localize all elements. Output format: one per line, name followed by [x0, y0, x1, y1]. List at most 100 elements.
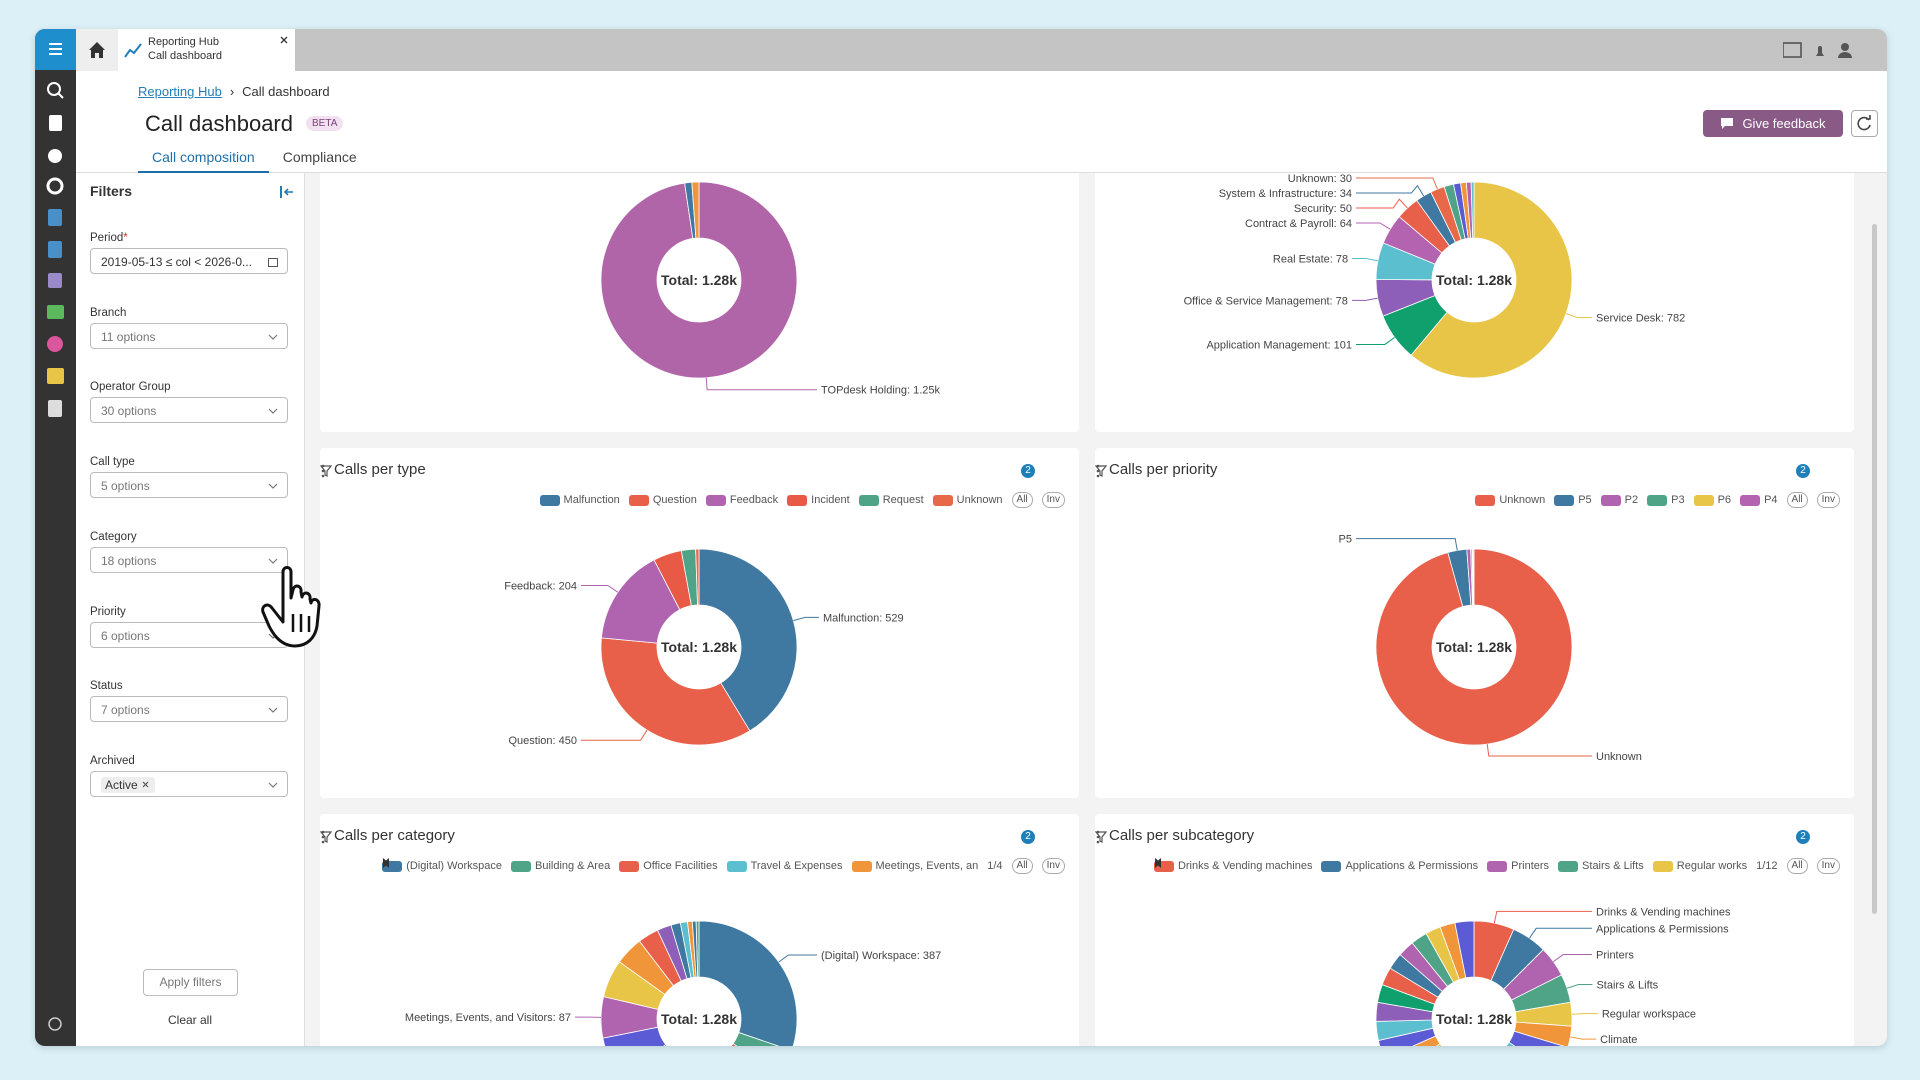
- calendar-icon[interactable]: [1783, 42, 1802, 58]
- slice-label: Office & Service Management: 78: [1184, 295, 1348, 307]
- nav-icon[interactable]: [48, 273, 62, 288]
- filter-label: Status: [90, 680, 123, 692]
- scrollbar[interactable]: [1872, 224, 1877, 914]
- chip-text: Active: [105, 777, 138, 792]
- legend-item[interactable]: Request: [858, 494, 924, 506]
- legend-invert[interactable]: Inv: [1041, 858, 1065, 874]
- legend-swatch: [619, 860, 640, 872]
- nav-icon[interactable]: [47, 305, 64, 319]
- collapse-filters[interactable]: [279, 185, 295, 199]
- legend-swatch: [1693, 494, 1714, 506]
- legend-item[interactable]: Drinks & Vending machines: [1153, 860, 1312, 872]
- legend-item[interactable]: (Digital) Workspace: [382, 860, 502, 872]
- filter-chip[interactable]: Active: [101, 776, 155, 793]
- legend-item[interactable]: Question: [628, 494, 697, 506]
- slice-label: Question: 450: [509, 735, 578, 747]
- legend-item[interactable]: P6: [1693, 494, 1732, 506]
- legend-item[interactable]: Regular works: [1652, 860, 1747, 872]
- filter-icon[interactable]: [1095, 465, 1107, 477]
- legend-all[interactable]: All: [1011, 858, 1033, 874]
- legend-item[interactable]: Applications & Permissions: [1321, 860, 1478, 872]
- filter-input[interactable]: 6 options: [90, 621, 288, 648]
- more-menu[interactable]: [1095, 830, 1101, 844]
- active-tab[interactable]: Reporting Hub Call dashboard: [118, 29, 295, 71]
- filter-input[interactable]: 5 options: [90, 472, 288, 499]
- legend-item[interactable]: Building & Area: [510, 860, 610, 872]
- legend-next[interactable]: [382, 858, 390, 868]
- nav-icon[interactable]: [48, 241, 62, 258]
- user-icon[interactable]: [1841, 43, 1849, 51]
- chip-remove[interactable]: [141, 781, 151, 789]
- tab-bar: Reporting Hub Call dashboard: [76, 29, 1887, 71]
- nav-icon[interactable]: [47, 368, 64, 384]
- filter-input[interactable]: Active: [90, 770, 288, 797]
- more-menu[interactable]: [320, 464, 326, 478]
- filter-input[interactable]: 18 options: [90, 546, 288, 573]
- tab[interactable]: Call composition: [138, 149, 269, 174]
- nav-icon[interactable]: [48, 209, 62, 226]
- legend-item[interactable]: Office Facilities: [619, 860, 718, 872]
- legend-item[interactable]: Meetings, Events, an: [851, 860, 978, 872]
- legend-item[interactable]: Unknown: [932, 494, 1003, 506]
- nav-icon[interactable]: [47, 336, 63, 352]
- nav-icon[interactable]: [48, 149, 62, 163]
- home-tab[interactable]: [76, 29, 118, 71]
- chevron: [268, 782, 278, 788]
- search-icon[interactable]: [47, 82, 64, 99]
- close-tab[interactable]: [279, 35, 289, 45]
- legend-item[interactable]: Feedback: [705, 494, 778, 506]
- menu-dot: [321, 830, 325, 834]
- legend-item[interactable]: Stairs & Lifts: [1558, 860, 1644, 872]
- refresh-button[interactable]: [1851, 110, 1878, 137]
- filter-icon[interactable]: [320, 465, 332, 477]
- legend-all[interactable]: All: [1786, 492, 1808, 508]
- breadcrumb-link[interactable]: Reporting Hub: [138, 84, 222, 99]
- donut-chart: TOPdesk Holding: 1.25k Total: 1.28k: [600, 181, 941, 397]
- feedback-button[interactable]: Give feedback: [1703, 110, 1843, 137]
- legend-invert[interactable]: Inv: [1816, 492, 1840, 508]
- legend-item[interactable]: P2: [1600, 494, 1638, 506]
- legend-item[interactable]: Printers: [1487, 860, 1549, 872]
- expand-nav[interactable]: [48, 1017, 62, 1031]
- legend-all[interactable]: All: [1011, 492, 1033, 508]
- legend-item[interactable]: Incident: [787, 494, 850, 506]
- filter-input[interactable]: 7 options: [90, 696, 288, 723]
- legend-all[interactable]: All: [1786, 858, 1808, 874]
- slice[interactable]: [716, 1042, 779, 1046]
- required-mark: *: [123, 232, 128, 244]
- leader-line: [581, 584, 619, 593]
- nav-icon[interactable]: [46, 177, 64, 195]
- nav-icon[interactable]: [49, 115, 62, 131]
- slice[interactable]: [1472, 548, 1475, 606]
- legend-item[interactable]: P4: [1740, 494, 1778, 506]
- funnel: [320, 831, 332, 843]
- dropdown-icon: [268, 782, 278, 788]
- filter-icon[interactable]: [1095, 831, 1107, 843]
- filter-icon[interactable]: [320, 831, 332, 843]
- legend-swatch: [1487, 860, 1508, 872]
- legend-invert[interactable]: Inv: [1816, 858, 1840, 874]
- legend-next[interactable]: [1154, 858, 1162, 868]
- filter-input[interactable]: 30 options: [90, 397, 288, 424]
- legend-item[interactable]: Malfunction: [539, 494, 620, 506]
- clear-all[interactable]: Clear all: [167, 1013, 212, 1027]
- legend-item[interactable]: P3: [1647, 494, 1685, 506]
- legend-invert[interactable]: Inv: [1041, 492, 1065, 508]
- nav-icon[interactable]: [48, 400, 62, 417]
- more-menu[interactable]: [1095, 464, 1101, 478]
- legend-item[interactable]: Travel & Expenses: [726, 860, 843, 872]
- chevron: [268, 408, 278, 415]
- legend-pager: 1/4: [383, 858, 1003, 872]
- tab-title: Reporting Hub: [148, 36, 219, 48]
- apply-filters[interactable]: Apply filters: [143, 969, 238, 996]
- chart-title: Calls per type: [334, 461, 426, 478]
- legend-label: P6: [1717, 494, 1732, 506]
- legend-swatch: [1652, 860, 1673, 872]
- bell-icon[interactable]: [1816, 46, 1824, 56]
- legend-item[interactable]: Unknown: [1475, 494, 1545, 506]
- more-menu[interactable]: [320, 830, 326, 844]
- filter-input[interactable]: 11 options: [90, 322, 288, 349]
- tab[interactable]: Compliance: [282, 149, 357, 165]
- legend-item[interactable]: P5: [1554, 494, 1592, 506]
- filter-input[interactable]: 2019-05-13 ≤ col < 2026-0...: [90, 248, 288, 274]
